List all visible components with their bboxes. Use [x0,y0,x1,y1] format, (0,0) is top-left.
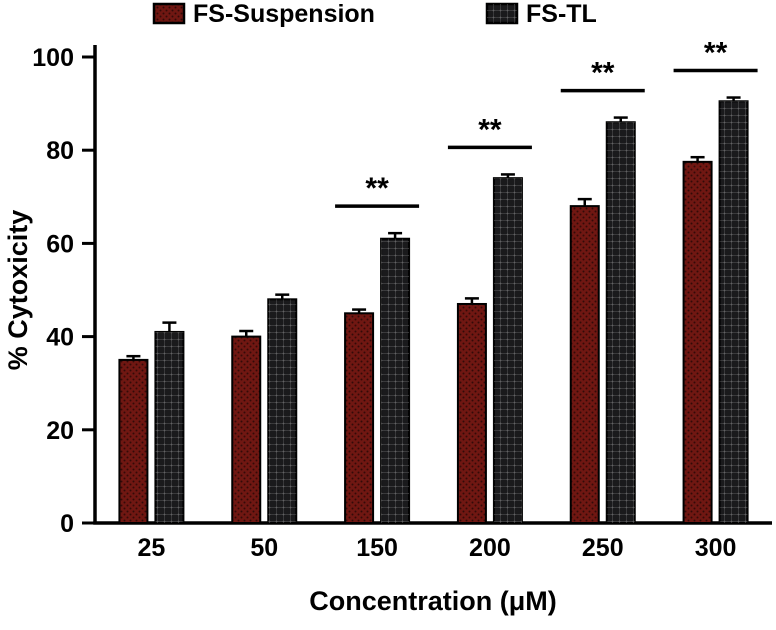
bar-pattern [719,101,748,524]
bar-pattern [570,206,599,523]
bar-pattern [457,303,486,523]
legend: FS-Suspension FS-TL [152,0,597,28]
legend-label: FS-TL [526,0,597,28]
plot-area: 0 20 40 60 80 100 25 50 150 ** 200 ** 250 ** 300 ** [32,37,758,562]
significance-label: ** [478,113,502,146]
x-axis-title: Concentration (μM) [309,586,557,616]
bar-pattern [683,161,712,523]
y-tick-label: 80 [46,137,74,165]
x-tick-label: 25 [138,534,166,562]
bar-pattern [493,178,522,523]
bar-pattern [119,359,148,523]
bar-pattern [268,299,297,523]
bar-pattern [381,238,410,524]
y-tick-label: 40 [46,324,74,352]
bar-pattern [606,122,635,524]
bar-pattern [232,336,261,523]
y-tick-label: 20 [46,417,74,445]
x-tick-label: 150 [356,534,398,562]
significance-label: ** [365,172,389,205]
y-tick-label: 60 [46,230,74,258]
x-tick-label: 300 [695,534,737,562]
significance-label: ** [704,37,728,70]
y-tick-label: 100 [32,44,74,72]
bar-pattern [155,331,184,523]
bar-pattern [345,313,374,523]
y-axis-title: % Cytoxicity [3,210,33,371]
x-tick-label: 200 [469,534,511,562]
legend-item: FS-Suspension [152,0,375,28]
legend-label: FS-Suspension [193,0,375,28]
x-tick-label: 250 [582,534,624,562]
x-tick-label: 50 [250,534,278,562]
legend-item: FS-TL [485,0,597,28]
legend-swatch-pattern [487,4,517,23]
legend-swatch-pattern [154,4,184,23]
significance-label: ** [591,57,615,90]
y-tick-label: 0 [60,510,74,538]
